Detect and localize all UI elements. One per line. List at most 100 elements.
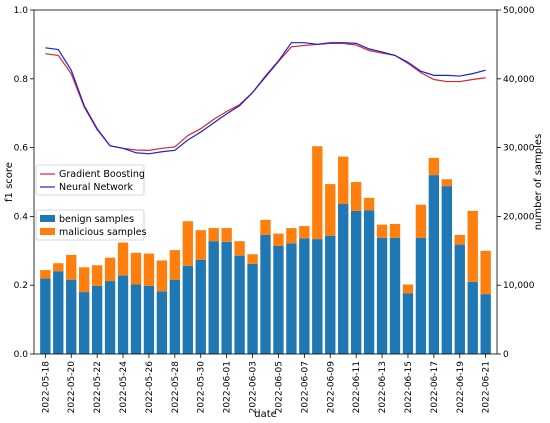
legend-bars-box bbox=[35, 209, 145, 241]
y-left-tick-label: 0.0 bbox=[14, 350, 29, 360]
malicious-bar bbox=[389, 223, 401, 238]
malicious-bar bbox=[66, 254, 77, 280]
malicious-bar bbox=[299, 226, 310, 239]
x-tick-label: 2022-05-30 bbox=[197, 361, 207, 414]
y-right-tick-label: 10,000 bbox=[503, 281, 535, 291]
malicious-bar bbox=[376, 224, 388, 238]
benign-bar bbox=[130, 284, 142, 354]
benign-bar bbox=[143, 285, 155, 354]
benign-bar bbox=[415, 237, 427, 354]
benign-bar bbox=[402, 293, 414, 354]
x-tick-label: 2022-06-15 bbox=[404, 361, 414, 413]
malicious-bar bbox=[53, 263, 64, 272]
malicious-bar bbox=[467, 210, 478, 282]
x-tick-label: 2022-05-18 bbox=[41, 361, 51, 414]
benign-bar bbox=[376, 237, 388, 354]
y-right-tick-label: 0 bbox=[503, 350, 509, 360]
malicious-bar bbox=[428, 157, 440, 176]
y-right-tick-label: 40,000 bbox=[503, 75, 535, 85]
legend-neural-network-label: Neural Network bbox=[59, 182, 134, 193]
x-tick-label: 2022-06-13 bbox=[378, 361, 388, 413]
benign-bar bbox=[40, 278, 51, 354]
benign-bar bbox=[79, 292, 90, 354]
legend-benign-swatch bbox=[40, 215, 55, 222]
benign-bar bbox=[325, 235, 336, 354]
x-tick-label: 2022-05-22 bbox=[93, 361, 103, 413]
x-axis: 2022-05-18 2022-05-20 2022-05-22 2022-05-24… bbox=[41, 354, 492, 414]
x-tick-label: 2022-06-11 bbox=[352, 361, 362, 413]
x-tick-label: 2022-06-19 bbox=[456, 361, 466, 414]
malicious-bar bbox=[415, 204, 427, 238]
malicious-bar bbox=[182, 221, 193, 266]
y-axis-right: 0 10,000 20,000 30,000 40,000 50,000 bbox=[497, 6, 535, 360]
legend-malicious-label: malicious samples bbox=[59, 227, 147, 238]
benign-bar bbox=[195, 259, 206, 354]
legend-gradient-boosting-label: Gradient Boosting bbox=[59, 169, 145, 180]
benign-bar bbox=[480, 294, 491, 354]
malicious-bar bbox=[325, 184, 336, 236]
malicious-bar bbox=[480, 250, 491, 295]
malicious-bar bbox=[130, 252, 142, 285]
benign-bar bbox=[221, 241, 232, 354]
benign-bar bbox=[53, 271, 64, 354]
benign-bar bbox=[66, 279, 77, 354]
malicious-bar bbox=[260, 219, 271, 235]
malicious-bar bbox=[169, 250, 181, 280]
malicious-bar bbox=[454, 234, 465, 245]
y-left-tick-label: 0.6 bbox=[14, 144, 29, 154]
malicious-bar bbox=[247, 254, 258, 264]
malicious-bar bbox=[402, 284, 414, 294]
malicious-bar bbox=[208, 228, 219, 242]
y-right-tick-label: 20,000 bbox=[503, 212, 535, 222]
benign-bar bbox=[247, 263, 258, 354]
malicious-bar bbox=[312, 146, 323, 240]
malicious-bar bbox=[40, 270, 51, 279]
x-tick-label: 2022-06-07 bbox=[300, 361, 310, 413]
legend-bars: benign samples malicious samples bbox=[35, 209, 147, 241]
bar-group bbox=[40, 146, 491, 354]
benign-bar bbox=[363, 210, 375, 354]
malicious-bar bbox=[195, 230, 206, 260]
benign-bar bbox=[428, 175, 440, 354]
malicious-bar bbox=[221, 228, 232, 242]
x-tick-label: 2022-06-17 bbox=[430, 361, 440, 413]
legend-lines-box bbox=[35, 164, 145, 196]
neural-network-line bbox=[45, 42, 486, 155]
malicious-bar bbox=[363, 197, 375, 211]
y-left-tick-label: 1.0 bbox=[14, 6, 29, 16]
x-tick-label: 2022-06-09 bbox=[326, 361, 336, 414]
plot-frame bbox=[33, 9, 498, 355]
x-tick-label: 2022-05-26 bbox=[145, 361, 155, 414]
legend-lines: Gradient Boosting Neural Network bbox=[35, 164, 145, 196]
y-axis-right-label: number of samples bbox=[533, 134, 544, 231]
benign-bar bbox=[338, 204, 349, 354]
y-left-tick-label: 0.2 bbox=[14, 281, 28, 291]
benign-bar bbox=[350, 210, 362, 354]
benign-bar bbox=[389, 237, 401, 354]
benign-bar bbox=[234, 255, 245, 354]
legend-benign-label: benign samples bbox=[59, 214, 134, 225]
benign-bar bbox=[454, 244, 465, 354]
malicious-bar bbox=[441, 179, 452, 187]
malicious-bar bbox=[286, 228, 297, 244]
legend-malicious-swatch bbox=[40, 228, 55, 235]
malicious-bar bbox=[273, 233, 284, 246]
x-tick-label: 2022-05-20 bbox=[67, 361, 77, 414]
benign-bar bbox=[467, 281, 478, 354]
x-tick-label: 2022-06-03 bbox=[249, 361, 259, 413]
malicious-bar bbox=[91, 265, 103, 286]
line-group bbox=[45, 42, 486, 155]
x-tick-label: 2022-06-21 bbox=[482, 361, 492, 413]
benign-bar bbox=[260, 234, 271, 354]
malicious-bar bbox=[117, 242, 129, 276]
benign-bar bbox=[117, 275, 129, 354]
y-left-tick-label: 0.4 bbox=[14, 212, 29, 222]
malicious-bar bbox=[350, 182, 362, 211]
benign-bar bbox=[208, 241, 219, 354]
malicious-bar bbox=[234, 241, 245, 256]
malicious-bar bbox=[104, 257, 116, 282]
y-right-tick-label: 30,000 bbox=[503, 144, 535, 154]
benign-bar bbox=[156, 291, 168, 354]
benign-bar bbox=[169, 279, 181, 354]
